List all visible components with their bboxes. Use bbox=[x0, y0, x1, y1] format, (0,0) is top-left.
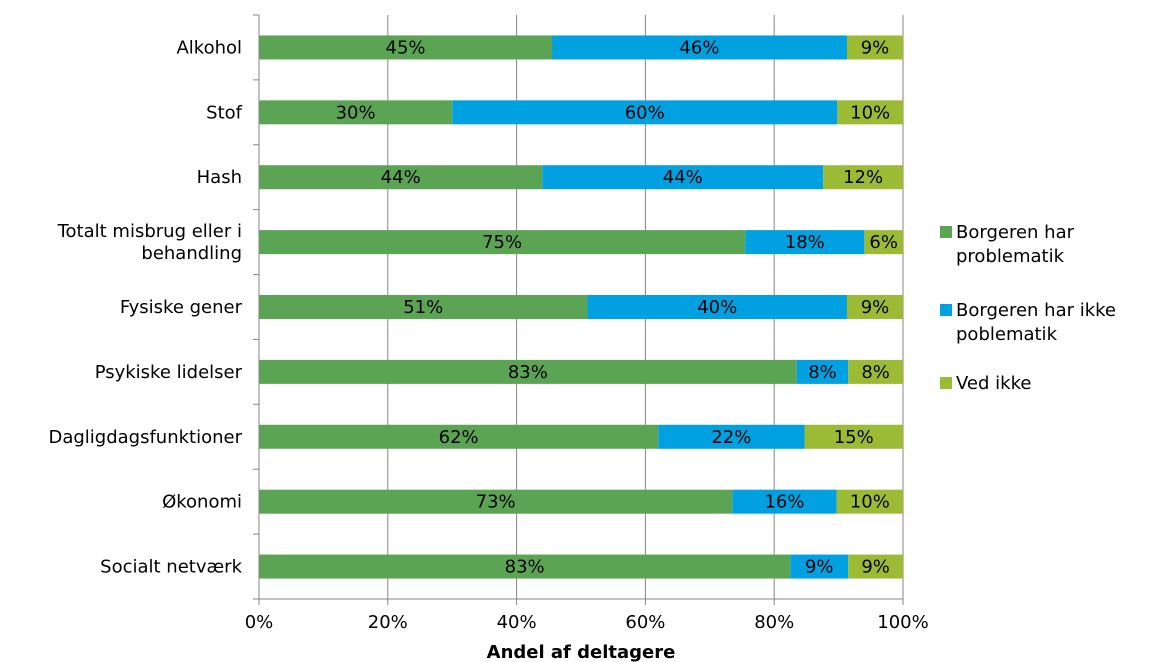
bar-segment bbox=[745, 230, 865, 255]
bar-segment bbox=[848, 554, 903, 579]
bar-value-label: 15% bbox=[834, 427, 874, 448]
bar-segment bbox=[846, 35, 903, 60]
category-label: Alkohol bbox=[176, 37, 242, 58]
bar-segment bbox=[796, 359, 849, 384]
bar-value-label: 46% bbox=[679, 37, 719, 58]
bar-value-label: 9% bbox=[861, 297, 890, 318]
bar-segment bbox=[732, 489, 837, 514]
axes: 0% 20% 40% 60% 80% 100% bbox=[245, 14, 929, 633]
bar-value-label: 75% bbox=[482, 232, 522, 253]
x-tick-label: 40% bbox=[497, 612, 537, 633]
bar-value-label: 22% bbox=[711, 427, 751, 448]
legend-label: Borgeren har ikke bbox=[956, 300, 1116, 321]
bar-value-label: 60% bbox=[625, 102, 665, 123]
legend-label: Ved ikke bbox=[956, 373, 1031, 394]
legend-label: problematik bbox=[956, 246, 1065, 267]
bar-segment bbox=[837, 100, 903, 125]
bar-segment bbox=[259, 295, 588, 319]
legend-swatch bbox=[940, 304, 952, 316]
bar-value-label: 9% bbox=[861, 557, 890, 578]
category-label: Dagligdagsfunktioner bbox=[48, 427, 242, 448]
bar-segment bbox=[658, 424, 805, 449]
bar-segment bbox=[542, 165, 824, 190]
bar-value-label: 16% bbox=[764, 492, 804, 513]
bar-segment bbox=[259, 359, 797, 384]
category-label: behandling bbox=[141, 243, 242, 264]
bar-value-label: 10% bbox=[850, 102, 890, 123]
x-tick-label: 100% bbox=[877, 612, 928, 633]
legend-swatch bbox=[940, 226, 952, 238]
bar-value-label: 30% bbox=[336, 102, 376, 123]
legend: Borgeren har problematik Borgeren har ikke… bbox=[940, 222, 1116, 394]
bar-value-label: 44% bbox=[663, 167, 703, 188]
category-label: Økonomi bbox=[162, 492, 242, 513]
bar-value-label: 83% bbox=[505, 557, 545, 578]
category-label: Hash bbox=[197, 167, 242, 188]
bar-segment bbox=[587, 295, 847, 319]
bar-value-label: 40% bbox=[697, 297, 737, 318]
bar-segment bbox=[259, 489, 733, 514]
bar-segment bbox=[804, 424, 903, 449]
legend-swatch bbox=[940, 377, 952, 389]
bar-value-label: 44% bbox=[381, 167, 421, 188]
bar-value-label: 12% bbox=[843, 167, 883, 188]
bar-value-label: 9% bbox=[861, 37, 890, 58]
bar-value-label: 51% bbox=[403, 297, 443, 318]
bar-segment bbox=[836, 489, 903, 514]
bar-value-label: 6% bbox=[869, 232, 898, 253]
bars bbox=[259, 35, 903, 579]
bar-value-label: 8% bbox=[808, 362, 837, 383]
bar-segment bbox=[259, 35, 553, 60]
category-label: Fysiske gener bbox=[120, 297, 243, 318]
bar-value-label: 62% bbox=[439, 427, 479, 448]
bar-segment bbox=[259, 424, 659, 449]
bar-segment bbox=[452, 100, 838, 125]
category-label: Psykiske lidelser bbox=[95, 362, 243, 383]
bar-value-label: 83% bbox=[508, 362, 548, 383]
legend-label: Borgeren har bbox=[956, 222, 1075, 243]
x-tick-label: 80% bbox=[754, 612, 794, 633]
bar-value-label: 73% bbox=[476, 492, 516, 513]
bar-segment bbox=[790, 554, 849, 579]
bar-segment bbox=[259, 100, 453, 125]
x-tick-label: 0% bbox=[245, 612, 274, 633]
bar-value-label: 8% bbox=[861, 362, 890, 383]
bar-segment bbox=[259, 165, 543, 190]
category-label: Totalt misbrug eller i bbox=[57, 221, 242, 242]
x-axis-title: Andel af deltagere bbox=[487, 642, 676, 662]
bar-segment bbox=[864, 230, 903, 255]
bar-segment bbox=[259, 230, 746, 255]
bar-segment bbox=[259, 554, 791, 579]
labels: 45% 46% 9% Alkohol 30% 60% 10% Stof 44% 44% 12% Has… bbox=[48, 37, 898, 577]
category-label: Stof bbox=[206, 102, 242, 123]
legend-label: poblematik bbox=[956, 324, 1058, 345]
category-label: Socialt netværk bbox=[100, 557, 242, 578]
bar-segment bbox=[552, 35, 847, 60]
bar-segment bbox=[823, 165, 903, 190]
x-tick-label: 60% bbox=[625, 612, 665, 633]
bar-segment bbox=[846, 295, 903, 319]
bar-value-label: 45% bbox=[386, 37, 426, 58]
bar-value-label: 18% bbox=[785, 232, 825, 253]
bar-segment bbox=[848, 359, 903, 384]
x-tick-label: 20% bbox=[368, 612, 408, 633]
bar-value-label: 9% bbox=[805, 557, 834, 578]
bar-value-label: 10% bbox=[850, 492, 890, 513]
